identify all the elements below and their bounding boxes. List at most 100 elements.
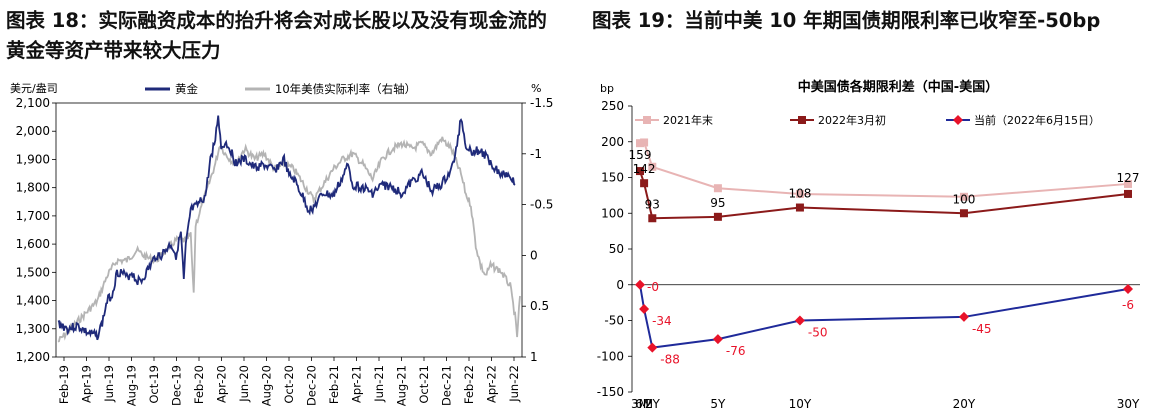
data-label: -0 <box>647 280 659 294</box>
x-tick-label: Jun-19 <box>102 365 116 403</box>
y-right-tick-label: -0.5 <box>530 198 553 212</box>
y-tick-label: 100 <box>601 206 624 220</box>
y-left-tick-label: 1,500 <box>16 265 50 279</box>
y-right-tick-label: 1 <box>530 350 538 364</box>
data-point <box>648 162 657 171</box>
x-tick-label: Apr-21 <box>350 365 364 403</box>
y-right-tick-label: -1.5 <box>530 96 553 110</box>
legend-swatch-marker <box>643 116 651 124</box>
data-point <box>647 342 658 353</box>
right-figure: 图表 19：当前中美 10 年期国债期限利率已收窄至-50bp bp 中美国债各期… <box>588 0 1156 418</box>
data-point <box>1124 189 1132 198</box>
x-tick-label: Oct-20 <box>282 365 296 404</box>
y-tick-label: 250 <box>601 99 624 113</box>
x-tick-label: 10Y <box>789 397 812 411</box>
data-point <box>959 192 968 201</box>
data-point <box>636 167 644 176</box>
data-point <box>640 179 649 188</box>
y-right-tick-label: 0 <box>530 248 538 262</box>
x-tick-label: Dec-20 <box>305 365 319 406</box>
y-right-tick-label: 0.5 <box>530 299 549 313</box>
y-axis-unit: bp <box>600 82 614 95</box>
x-tick-label: Aug-19 <box>125 365 139 406</box>
data-point <box>639 304 650 315</box>
data-point <box>712 334 723 345</box>
data-point <box>958 311 969 322</box>
x-tick-label: Feb-21 <box>327 365 341 404</box>
data-point <box>640 138 649 147</box>
data-point <box>1123 284 1133 295</box>
x-tick-label: Feb-20 <box>192 365 206 404</box>
y-tick-label: 50 <box>609 242 624 256</box>
x-tick-label: Aug-20 <box>260 365 274 406</box>
legend-gold-label: 黄金 <box>175 82 198 96</box>
y-left-tick-label: 1,800 <box>16 181 50 195</box>
y-tick-label: -100 <box>597 349 624 363</box>
x-tick-label: Apr-19 <box>80 365 94 403</box>
legend-label: 2022年3月初 <box>818 113 886 127</box>
x-tick-label: Dec-19 <box>170 365 184 406</box>
chart-title: 中美国债各期限利差（中国-美国） <box>798 79 998 95</box>
data-label: -76 <box>726 344 746 358</box>
y-tick-label: -150 <box>597 385 624 399</box>
y-left-tick-label: 1,900 <box>16 152 50 166</box>
y-tick-label: 150 <box>601 171 624 185</box>
data-label: 159 <box>629 148 652 162</box>
legend-real-rate-label: 10年美债实际利率（右轴） <box>275 82 416 96</box>
x-tick-label: 2Y <box>645 397 661 411</box>
gold-vs-real-rate-chart: 美元/盎司 % 1,200 1,300 1,400 1,500 1,600 1,700 1,80… <box>10 81 553 406</box>
x-tick-label: Apr-20 <box>215 365 229 403</box>
data-label: -34 <box>652 314 672 328</box>
left-axis-unit: 美元/盎司 <box>10 81 58 95</box>
x-tick-label: Jun-21 <box>372 365 386 403</box>
x-tick-label: Oct-19 <box>147 365 161 404</box>
data-label: 108 <box>788 187 811 201</box>
x-tick-label: Apr-22 <box>485 365 499 403</box>
term-spread-chart: bp 中美国债各期限利差（中国-美国） -150 -100 -50 0 50 100 150 20… <box>597 79 1140 411</box>
x-tick-label: Jun-22 <box>507 365 521 403</box>
right-axis-unit: % <box>531 82 541 95</box>
legend-label: 当前（2022年6月15日） <box>974 113 1100 127</box>
data-point <box>713 212 722 221</box>
y-left-tick-label: 1,400 <box>16 294 50 308</box>
data-point <box>713 184 722 193</box>
x-tick-label: 5Y <box>710 397 726 411</box>
legend-swatch-marker <box>953 115 963 125</box>
series-line <box>639 284 1129 349</box>
y-left-tick-label: 1,700 <box>16 209 50 223</box>
x-tick-label: Oct-21 <box>417 365 431 404</box>
y-right-tick-label: -1 <box>530 147 542 161</box>
data-point <box>635 279 645 290</box>
left-figure-title: 图表 18：实际融资成本的抬升将会对成长股以及没有现金流的黄金等资产带来较大压力 <box>6 9 547 62</box>
legend-swatch-marker <box>798 116 806 124</box>
y-left-tick-label: 1,300 <box>16 322 50 336</box>
data-label: 93 <box>645 197 660 211</box>
series-line <box>639 141 1129 198</box>
x-tick-label: Feb-19 <box>57 365 71 404</box>
data-point <box>636 139 644 148</box>
data-label: 127 <box>1117 171 1140 185</box>
y-tick-label: 200 <box>601 135 624 149</box>
data-label: -50 <box>808 326 828 340</box>
data-label: -6 <box>1122 298 1134 312</box>
right-figure-title: 图表 19：当前中美 10 年期国债期限利率已收窄至-50bp <box>592 9 1101 32</box>
x-tick-label: 20Y <box>953 397 976 411</box>
data-label: -45 <box>972 322 992 336</box>
y-tick-label: 0 <box>616 278 624 292</box>
gold-series-line <box>57 115 516 341</box>
y-left-tick-label: 1,200 <box>16 350 50 364</box>
data-point <box>1124 179 1132 188</box>
y-tick-label: -50 <box>604 314 624 328</box>
data-label: 142 <box>633 162 656 176</box>
y-left-tick-label: 1,600 <box>16 237 50 251</box>
x-tick-label: Dec-21 <box>440 365 454 406</box>
x-tick-label: Jun-20 <box>237 365 251 403</box>
data-point <box>795 189 804 198</box>
real-rate-series-line <box>57 136 521 343</box>
data-label: -88 <box>660 353 680 367</box>
legend-label: 2021年末 <box>663 113 713 127</box>
x-tick-label: 6M <box>635 397 653 411</box>
x-tick-label: 3M <box>631 397 649 411</box>
x-tick-label: 30Y <box>1117 397 1140 411</box>
x-tick-label: Feb-22 <box>462 365 476 404</box>
